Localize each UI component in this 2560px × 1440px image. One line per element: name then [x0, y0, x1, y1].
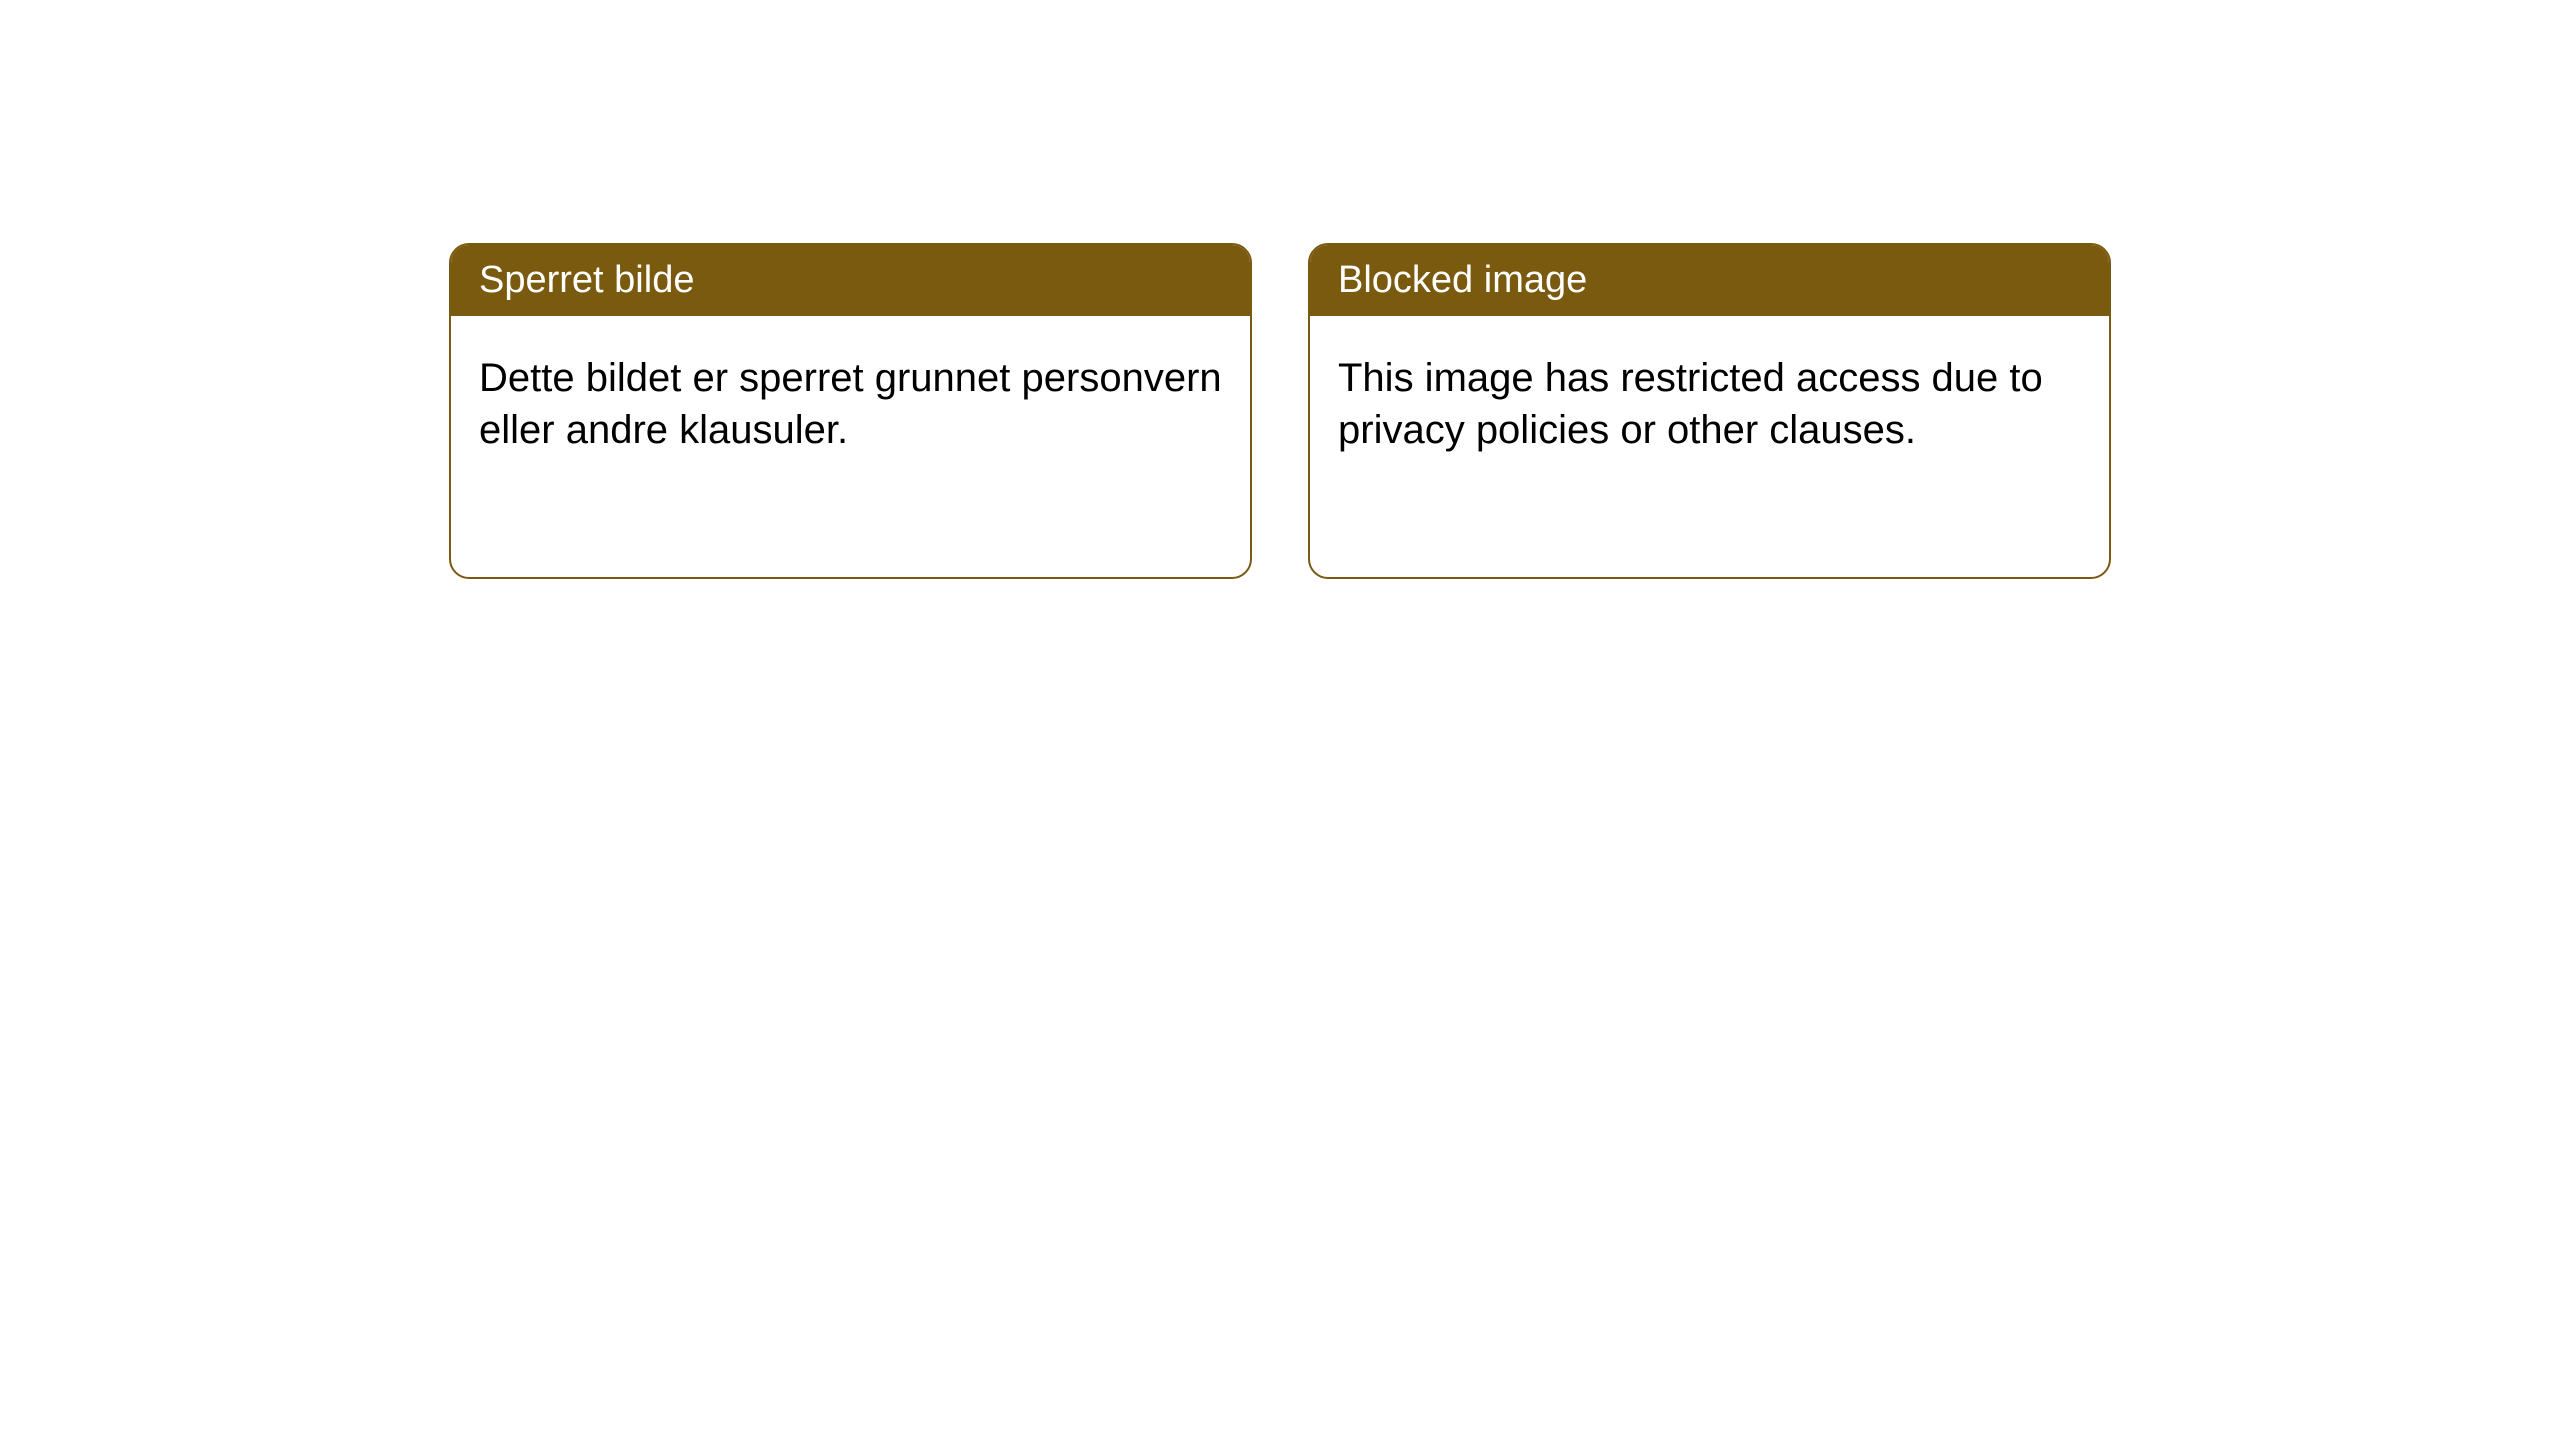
card-body: This image has restricted access due to … [1310, 316, 2109, 492]
card-title: Sperret bilde [479, 259, 694, 301]
card-body-text: Dette bildet er sperret grunnet personve… [479, 356, 1222, 452]
card-header: Sperret bilde [451, 245, 1250, 316]
card-header: Blocked image [1310, 245, 2109, 316]
card-body: Dette bildet er sperret grunnet personve… [451, 316, 1250, 492]
card-body-text: This image has restricted access due to … [1338, 356, 2043, 452]
notice-card-norwegian: Sperret bilde Dette bildet er sperret gr… [449, 243, 1252, 579]
card-title: Blocked image [1338, 259, 1587, 301]
notice-container: Sperret bilde Dette bildet er sperret gr… [0, 0, 2560, 579]
notice-card-english: Blocked image This image has restricted … [1308, 243, 2111, 579]
